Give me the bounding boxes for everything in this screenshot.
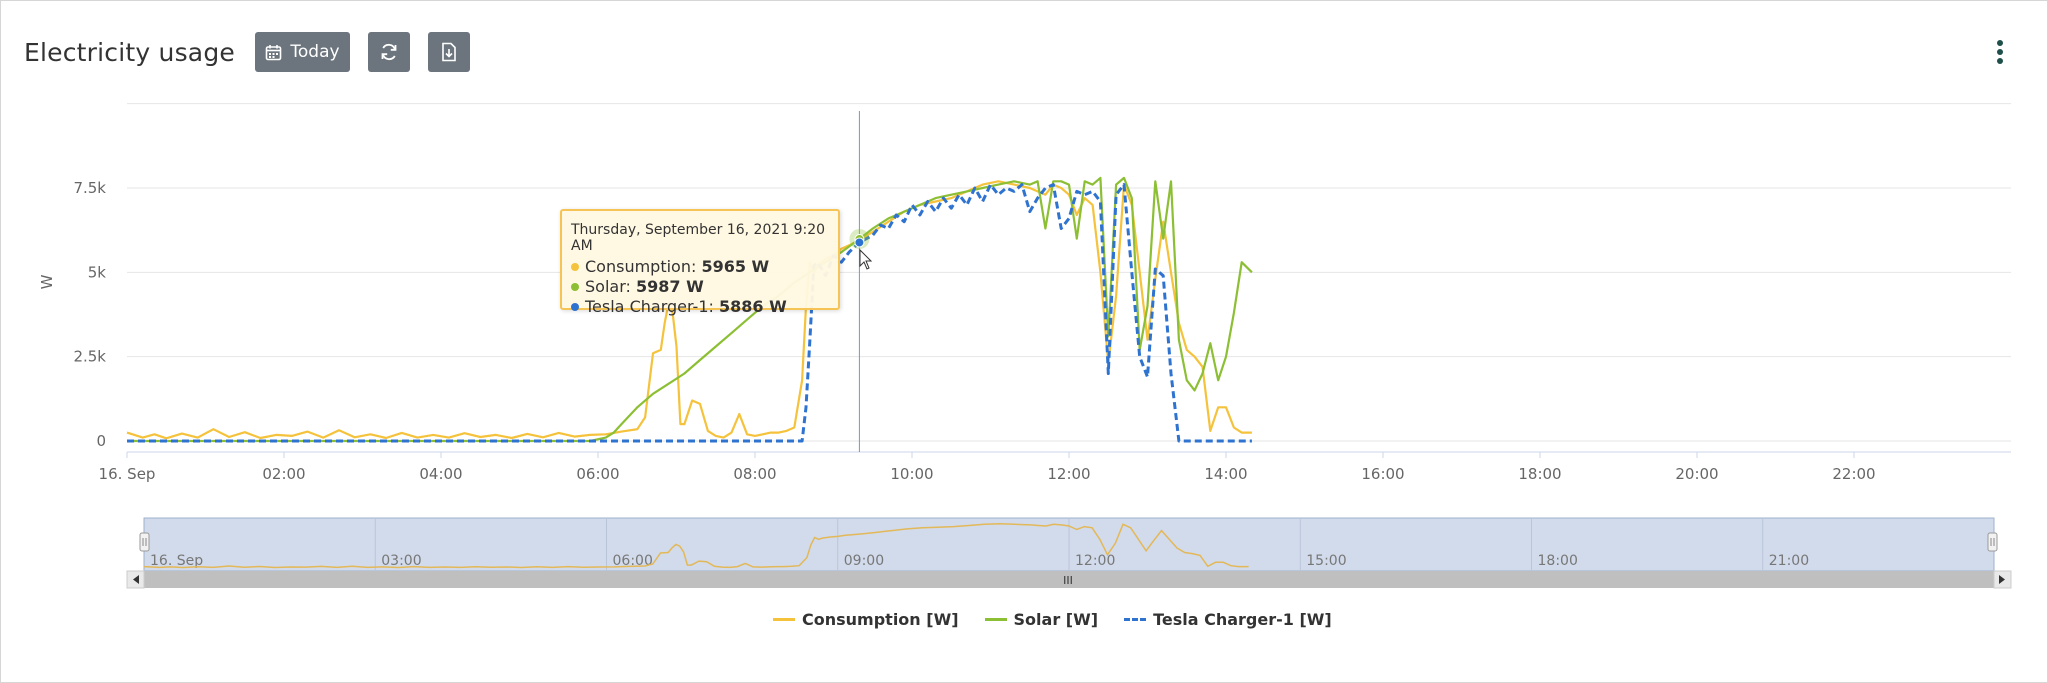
x-tick-label: 04:00 <box>419 465 462 483</box>
series-line-2[interactable] <box>127 183 1252 443</box>
x-tick-label: 14:00 <box>1204 465 1247 483</box>
scrollbar-grip: III <box>1063 574 1073 587</box>
tooltip-value: 5886 W <box>718 297 787 316</box>
navigator-label: 18:00 <box>1538 553 1578 569</box>
today-button-label: Today <box>290 42 340 62</box>
legend-label: Solar [W] <box>1013 609 1099 629</box>
tooltip-row-solar: Solar: 5987 W <box>571 277 829 297</box>
x-tick-label: 02:00 <box>262 465 305 483</box>
x-tick-label: 08:00 <box>733 465 776 483</box>
tooltip-label: Solar: <box>585 277 631 296</box>
navigator-label: 06:00 <box>613 553 653 569</box>
y-tick-label: 0 <box>96 432 106 450</box>
x-tick-label: 22:00 <box>1832 465 1875 483</box>
legend-item-tesla[interactable]: Tesla Charger-1 [W] <box>1124 610 1332 629</box>
legend-label: Consumption [W] <box>802 609 959 629</box>
legend-line-icon <box>773 617 795 621</box>
chart-legend: Consumption [W] Solar [W] Tesla Charger-… <box>773 607 1358 631</box>
refresh-icon <box>379 42 399 62</box>
navigator-label: 09:00 <box>844 553 884 569</box>
chart-tooltip: Thursday, September 16, 2021 9:20 AM Con… <box>560 209 840 316</box>
tooltip-row-consumption: Consumption: 5965 W <box>571 257 829 277</box>
kebab-menu-icon[interactable] <box>1990 38 2010 68</box>
x-tick-label: 20:00 <box>1675 465 1718 483</box>
legend-dashed-line-icon <box>1124 617 1147 621</box>
x-tick-label: 12:00 <box>1047 465 1090 483</box>
chevron-right-icon <box>1999 575 2005 584</box>
navigator-right-handle[interactable] <box>1987 532 1998 552</box>
tesla-dot-icon <box>571 302 579 311</box>
legend-item-solar[interactable]: Solar [W] <box>984 609 1099 629</box>
tooltip-time: Thursday, September 16, 2021 9:20 AM <box>571 222 826 254</box>
refresh-button[interactable] <box>367 32 410 72</box>
y-axis-ticks: 0 2.5k 5k 7.5k <box>73 179 106 450</box>
chart-grid <box>127 103 2011 453</box>
widget-title: Electricity usage <box>24 37 235 67</box>
tooltip-row-tesla: Tesla Charger-1: 5886 W <box>571 297 829 317</box>
mouse-pointer-icon <box>859 248 873 270</box>
legend-item-consumption[interactable]: Consumption [W] <box>773 610 959 629</box>
x-tick-label: 06:00 <box>576 465 619 483</box>
scrollbar-thumb[interactable] <box>144 571 1994 588</box>
legend-line-icon <box>984 617 1007 621</box>
consumption-dot-icon <box>571 262 579 271</box>
x-tick-label: 10:00 <box>890 465 933 483</box>
x-tick-label: 18:00 <box>1518 465 1561 483</box>
chevron-left-icon <box>133 575 139 584</box>
solar-dot-icon <box>571 282 579 291</box>
x-axis-ticks: 16. Sep 02:00 04:00 06:00 08:00 10:00 12:00 14:… <box>99 452 1876 483</box>
download-button[interactable] <box>427 32 470 72</box>
series-line-1[interactable] <box>127 176 1253 443</box>
download-icon <box>440 42 458 62</box>
navigator-label: 12:00 <box>1075 553 1115 569</box>
y-tick-label: 2.5k <box>73 348 106 366</box>
y-tick-label: 7.5k <box>73 179 106 197</box>
navigator-label: 21:00 <box>1769 553 1809 569</box>
hover-markers <box>849 229 873 270</box>
y-tick-label: 5k <box>88 263 107 281</box>
navigator-left-handle[interactable] <box>139 532 150 552</box>
tooltip-value: 5987 W <box>635 277 704 296</box>
hover-point <box>854 237 865 248</box>
navigator-grid: 16. Sep 03:00 06:00 09:00 12:00 15:00 18:00 21:… <box>150 518 1809 571</box>
calendar-icon <box>265 44 282 61</box>
navigator-label: 15:00 <box>1306 553 1346 569</box>
navigator-label: 16. Sep <box>150 553 203 569</box>
x-tick-label: 16. Sep <box>99 465 156 483</box>
navigator-series <box>143 522 1249 569</box>
today-button[interactable]: Today <box>254 32 350 72</box>
widget-header: Electricity usage Today <box>24 31 488 73</box>
series-line-0[interactable] <box>126 180 1252 440</box>
legend-label: Tesla Charger-1 [W] <box>1153 609 1332 629</box>
tooltip-value: 5965 W <box>701 257 770 276</box>
tooltip-label: Tesla Charger-1: <box>585 297 714 316</box>
y-axis-label: W <box>38 274 56 289</box>
tooltip-label: Consumption: <box>585 257 697 276</box>
navigator-label: 03:00 <box>381 553 421 569</box>
chart-series <box>126 176 1253 443</box>
x-tick-label: 16:00 <box>1361 465 1404 483</box>
